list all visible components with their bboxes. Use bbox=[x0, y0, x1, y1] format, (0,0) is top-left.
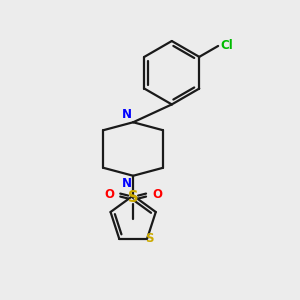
Text: N: N bbox=[122, 177, 132, 190]
Text: O: O bbox=[104, 188, 114, 201]
Text: S: S bbox=[145, 232, 153, 245]
Text: O: O bbox=[152, 188, 162, 201]
Text: S: S bbox=[128, 190, 138, 205]
Text: Cl: Cl bbox=[220, 40, 233, 52]
Text: N: N bbox=[122, 108, 132, 121]
